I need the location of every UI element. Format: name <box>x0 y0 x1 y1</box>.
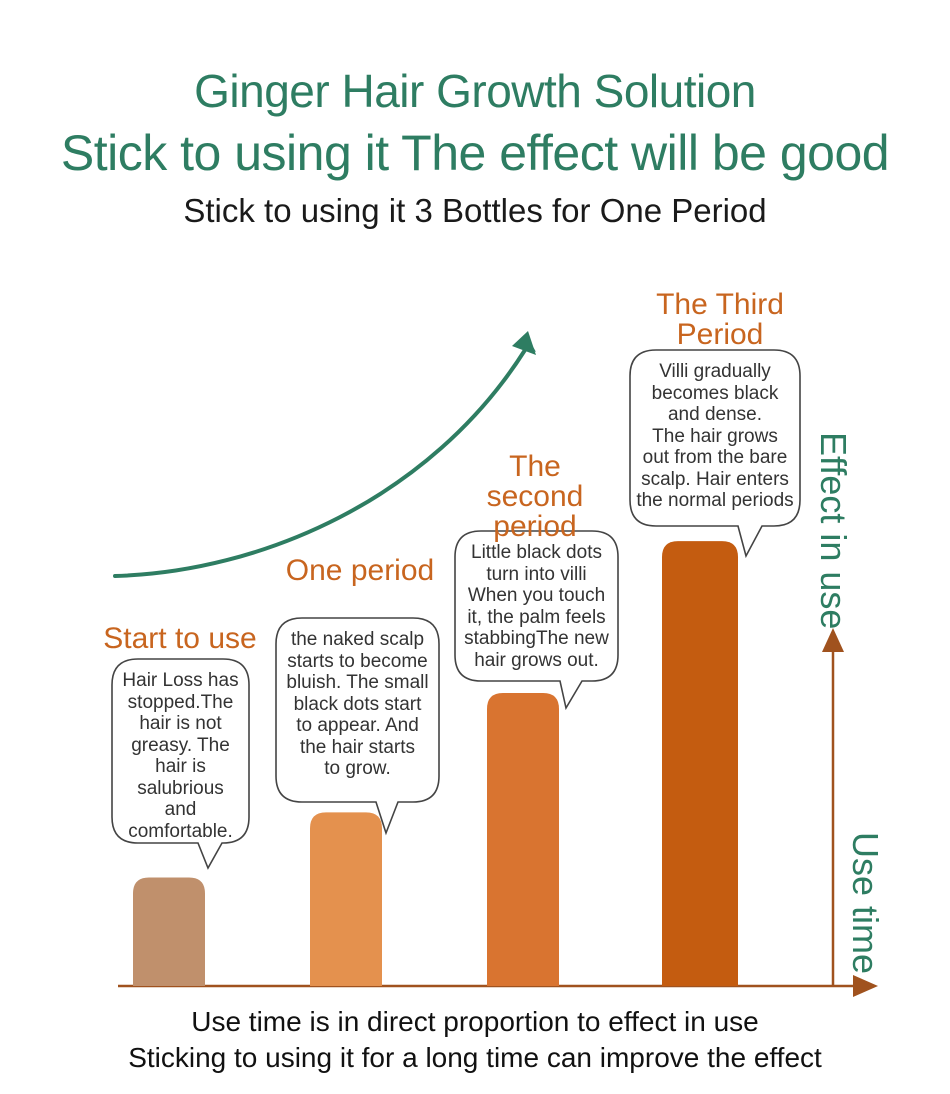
bubble-line: hair is not <box>139 713 222 734</box>
bubble-line: and dense. <box>667 404 763 425</box>
bubble-text-1: Hair Loss has stopped.The hair is not greas… <box>112 670 249 842</box>
y-axis-label: Effect in use <box>813 432 854 630</box>
bubble-line: black dots start <box>293 693 422 715</box>
bubble-line: scalp. Hair enters <box>641 468 789 490</box>
stage-label-3: The second period <box>486 450 584 543</box>
bubble-line: greasy. The <box>131 734 230 756</box>
bar-3 <box>487 693 559 986</box>
bubble-line: salubrious <box>137 777 224 799</box>
stage-label-1: Start to use <box>103 622 257 655</box>
page-title: Ginger Hair Growth Solution <box>194 65 756 117</box>
stage-label-2: One period <box>285 554 435 587</box>
trend-curve <box>113 348 527 578</box>
subtitle: Stick to using it 3 Bottles for One Peri… <box>183 192 767 229</box>
bubble-line: the normal periods <box>636 490 794 511</box>
bubble-line: the naked scalp <box>290 629 425 650</box>
bubble-text-2: the naked scalp starts to become bluish. T… <box>276 629 439 780</box>
bubble-line: to grow. <box>324 758 391 779</box>
bubble-line: turn into villi <box>486 563 587 585</box>
bubble-line: it, the palm feels <box>467 606 606 628</box>
bubble-line: comfortable. <box>128 820 233 842</box>
stage-label-4: The Third Period <box>656 288 784 351</box>
bubble-line: the hair starts <box>299 736 416 758</box>
bubble-line: to appear. And <box>296 715 419 736</box>
speech-bubble-4 <box>629 349 801 559</box>
x-axis-arrow-icon <box>853 975 878 997</box>
x-axis-label: Use time <box>845 832 886 975</box>
bar-4 <box>662 541 738 986</box>
bubble-line: Hair Loss has <box>122 670 239 691</box>
speech-bubble-1 <box>111 658 250 870</box>
footer-line-2: Sticking to using it for a long time can… <box>128 1042 822 1073</box>
speech-bubble-2 <box>275 617 440 836</box>
footer-line-1: Use time is in direct proportion to effe… <box>191 1006 759 1037</box>
bubble-line: hair is <box>155 756 206 777</box>
bar-2 <box>310 812 382 986</box>
bar-1 <box>133 877 205 986</box>
bubble-line: hair grows out. <box>474 649 599 671</box>
bubble-line: stabbingThe new <box>464 628 609 649</box>
bubble-line: Villi gradually <box>659 361 771 382</box>
bubble-line: and <box>164 799 197 820</box>
bubble-text-3: Little black dots turn into villi When you… <box>455 542 618 671</box>
bubble-line: When you touch <box>467 585 606 606</box>
bubble-line: starts to become <box>287 650 428 672</box>
bubble-line: becomes black <box>651 382 779 404</box>
slogan: Stick to using it The effect will be goo… <box>60 125 890 181</box>
bubble-line: stopped.The <box>127 691 234 713</box>
bubble-line: Little black dots <box>471 542 602 563</box>
bubble-text-4: Villi gradually becomes black and dense. Th… <box>630 361 800 512</box>
trend-arrowhead-icon-fill <box>512 331 536 355</box>
speech-bubble-3 <box>454 530 619 711</box>
bubble-line: The hair grows <box>652 425 778 447</box>
bubble-line: out from the bare <box>642 447 788 468</box>
bubble-line: bluish. The small <box>286 672 429 693</box>
y-axis-arrow-icon <box>822 628 844 652</box>
